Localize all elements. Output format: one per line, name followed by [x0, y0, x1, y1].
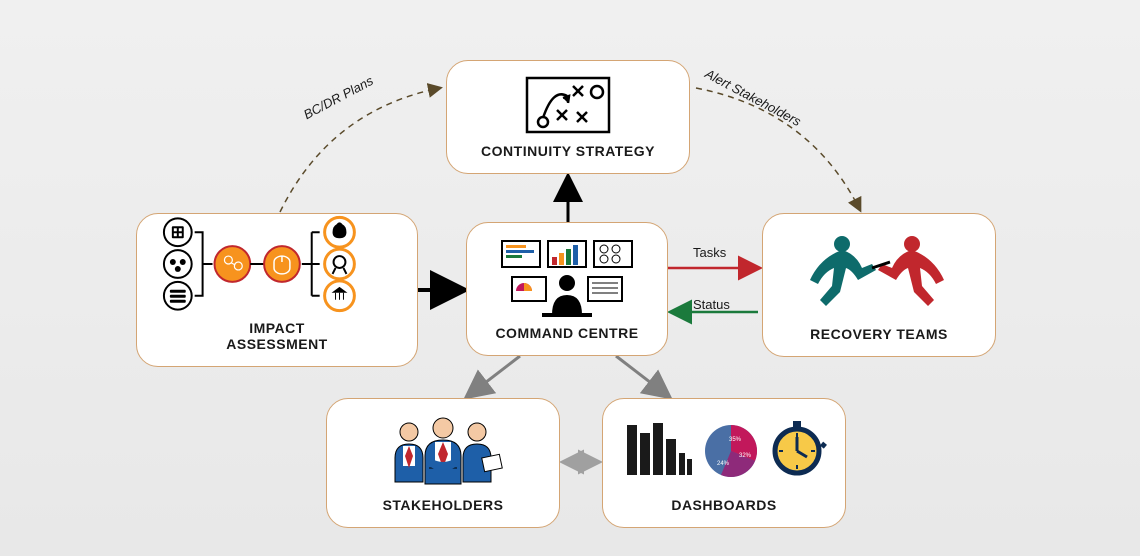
edge-label-status: Status — [693, 297, 730, 312]
node-command-centre: COMMAND CENTRE — [466, 222, 668, 356]
strategy-icon-area — [463, 73, 673, 137]
command-label: COMMAND CENTRE — [495, 325, 638, 341]
edge-label-tasks: Tasks — [693, 245, 726, 260]
node-dashboards: 35% 32% 24% DASHBOARDS — [602, 398, 846, 528]
stakeholders-label: STAKEHOLDERS — [383, 497, 504, 513]
svg-text:24%: 24% — [717, 461, 730, 467]
node-impact-assessment: IMPACT ASSESSMENT — [136, 213, 418, 367]
stakeholders-icon-area — [343, 411, 543, 491]
edge-label-alert: Alert Stakeholders — [703, 66, 804, 129]
node-continuity-strategy: CONTINUITY STRATEGY — [446, 60, 690, 174]
dashboards-icon-area: 35% 32% 24% — [619, 411, 829, 491]
impact-label: IMPACT ASSESSMENT — [226, 320, 327, 352]
edge-label-bcdr: BC/DR Plans — [301, 73, 376, 122]
strategy-label: CONTINUITY STRATEGY — [481, 143, 655, 159]
diagram-canvas: Tasks Status BC/DR Plans Alert Stakehold… — [0, 0, 1140, 556]
svg-text:32%: 32% — [739, 453, 752, 459]
dashboards-label: DASHBOARDS — [671, 497, 776, 513]
recovery-icon-area — [779, 226, 979, 320]
svg-text:35%: 35% — [729, 437, 742, 443]
command-icon-area — [483, 235, 651, 319]
node-stakeholders: STAKEHOLDERS — [326, 398, 560, 528]
node-recovery-teams: RECOVERY TEAMS — [762, 213, 996, 357]
recovery-label: RECOVERY TEAMS — [810, 326, 948, 342]
impact-icon-area — [153, 214, 401, 314]
